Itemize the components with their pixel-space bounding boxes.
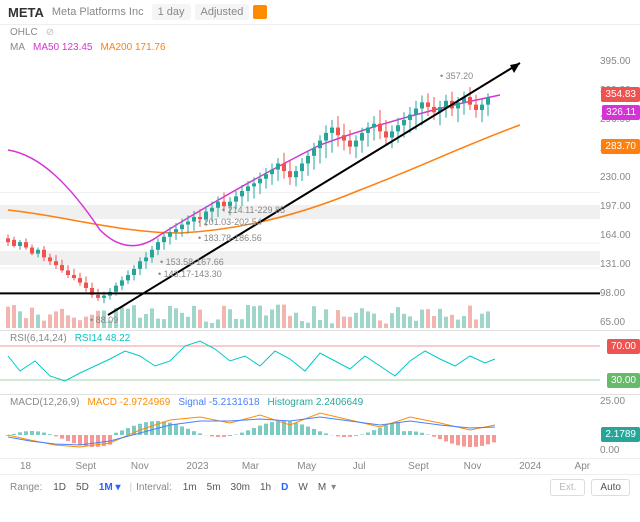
adjusted-pill[interactable]: Adjusted [195,4,250,20]
range-label: Range: [10,482,42,493]
ma200-badge: 283.70 [601,139,640,154]
ma-label: MA [10,42,25,53]
price-annotation: • 153.58-167.66 [160,257,224,267]
rsi-high-badge: 70.00 [607,339,640,354]
company-name: Meta Platforms Inc [52,6,144,18]
top-bar: META Meta Platforms Inc 1 day Adjusted [0,0,640,25]
visibility-icon[interactable]: ⊘ [46,27,54,38]
interval-button-d[interactable]: D [276,480,293,495]
macd-hist-badge: 2.1789 [601,427,640,442]
price-annotation: • 143.17-143.30 [158,269,222,279]
macd-label-row: MACD(12,26,9) MACD -2.9724969 Signal -5.… [10,397,363,408]
interval-button-1h[interactable]: 1h [255,480,276,495]
auto-button[interactable]: Auto [591,479,630,496]
range-button-1m[interactable]: 1M ▾ [94,480,126,495]
interval-button-30m[interactable]: 30m [226,480,255,495]
range-bar: Range: 1D5D1M ▾ | Interval: 1m5m30m1hDWM… [0,474,640,500]
price-badge: 354.83 [601,87,640,102]
ticker[interactable]: META [8,5,44,20]
ohlc-row: OHLC ⊘ [0,25,640,40]
ext-button[interactable]: Ext. [550,479,585,496]
main-price-chart[interactable]: 395.00329.00296.00263.00230.00197.00164.… [0,55,640,330]
ohlc-label: OHLC [10,27,38,38]
ma200-label: MA200 171.76 [101,42,166,53]
time-x-axis: 18SeptNov2023MarMayJulSeptNov2024Apr [0,458,640,474]
macd-panel[interactable]: MACD(12,26,9) MACD -2.9724969 Signal -5.… [0,394,640,458]
ma50-badge: 326.11 [602,105,640,120]
price-annotation: • 201.03-202.54 [198,217,262,227]
price-annotation: • 88.09 [90,315,118,325]
ma50-label: MA50 123.45 [33,42,93,53]
range-button-1d[interactable]: 1D [48,480,71,495]
price-annotation: • 357.20 [440,71,473,81]
interval-button-5m[interactable]: 5m [202,480,226,495]
interval-label: Interval: [136,482,172,493]
rsi-label-row: RSI(6,14,24) RSI14 48.22 [10,333,130,344]
price-annotation: • 214.11-229.85 [222,205,285,215]
ma-row: MA MA50 123.45 MA200 171.76 [0,40,640,55]
interval-button-1m[interactable]: 1m [178,480,202,495]
range-button-5d[interactable]: 5D [71,480,94,495]
interval-button-m[interactable]: M [313,480,331,495]
interval-pill[interactable]: 1 day [152,4,191,20]
settings-icon[interactable] [253,5,267,19]
price-annotation: • 183.78-186.56 [198,233,262,243]
interval-button-w[interactable]: W [293,480,312,495]
separator: | [130,482,133,493]
rsi-low-badge: 30.00 [607,373,640,388]
rsi-panel[interactable]: RSI(6,14,24) RSI14 48.22 70.00 30.00 [0,330,640,394]
